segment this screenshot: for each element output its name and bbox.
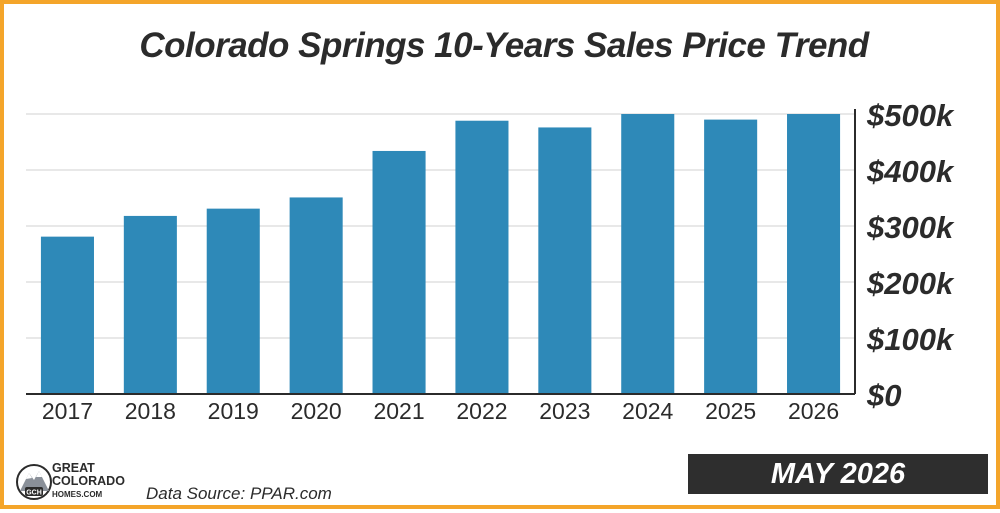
bar bbox=[123, 215, 177, 394]
bar bbox=[538, 127, 592, 394]
bar bbox=[206, 208, 260, 394]
x-tick-label: 2026 bbox=[788, 398, 839, 424]
x-tick-label: 2025 bbox=[705, 398, 756, 424]
x-tick-label: 2017 bbox=[42, 398, 93, 424]
mountain-logo-icon: GCH bbox=[16, 464, 52, 500]
bar bbox=[40, 236, 94, 394]
x-tick-label: 2022 bbox=[456, 398, 507, 424]
bar-chart: $0 $100k $200k $300k $400k $500k 2017 2018 2019 2… bbox=[26, 98, 955, 424]
data-source: Data Source: PPAR.com bbox=[146, 484, 332, 503]
y-tick-label: $500k bbox=[866, 98, 955, 133]
y-tick-label: $400k bbox=[866, 154, 955, 189]
bar bbox=[704, 119, 758, 394]
logo-wordmark: GREAT COLORADO HOMES.COM bbox=[52, 462, 125, 501]
y-tick-label: $300k bbox=[866, 210, 955, 245]
y-tick-label: $0 bbox=[866, 378, 901, 413]
bar bbox=[621, 114, 675, 394]
bar bbox=[372, 150, 426, 394]
logo-line: COLORADO bbox=[52, 474, 125, 488]
logo-line: HOMES.COM bbox=[52, 490, 103, 499]
logo-line: GREAT bbox=[52, 461, 95, 475]
x-tick-label: 2023 bbox=[539, 398, 590, 424]
y-tick-label: $100k bbox=[866, 322, 955, 357]
x-tick-label: 2020 bbox=[291, 398, 342, 424]
chart-title: Colorado Springs 10-Years Sales Price Tr… bbox=[139, 26, 869, 65]
date-badge: MAY 2026 bbox=[688, 454, 988, 494]
bar bbox=[289, 197, 343, 394]
logo-badge-text: GCH bbox=[26, 490, 42, 497]
y-tick-label: $200k bbox=[866, 266, 955, 301]
x-tick-label: 2021 bbox=[373, 398, 424, 424]
x-tick-label: 2018 bbox=[125, 398, 176, 424]
x-tick-label: 2024 bbox=[622, 398, 673, 424]
bar bbox=[455, 120, 509, 394]
bar bbox=[787, 114, 841, 394]
x-tick-label: 2019 bbox=[208, 398, 259, 424]
